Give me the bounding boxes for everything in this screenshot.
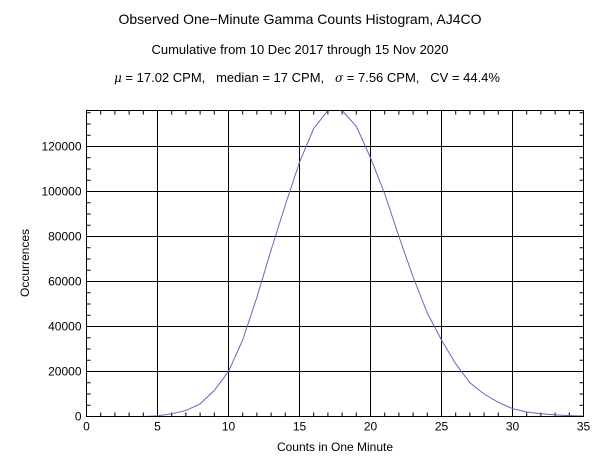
plot-frame	[86, 110, 584, 417]
x-tick-label: 0	[83, 420, 90, 434]
mu-symbol: μ	[114, 71, 122, 85]
y-axis-label: Occurrences	[18, 229, 32, 297]
x-tick-label: 25	[435, 420, 449, 434]
y-tick-label: 20000	[48, 365, 82, 379]
chart-subtitle: Cumulative from 10 Dec 2017 through 15 N…	[151, 42, 449, 57]
series-line	[143, 110, 583, 416]
y-tick-label: 0	[75, 410, 82, 424]
y-tick-label: 100000	[41, 185, 81, 199]
data-points	[143, 110, 583, 416]
sigma-cv-text: = 7.56 CPM, CV = 44.4%	[343, 70, 500, 85]
x-tick-label: 30	[506, 420, 520, 434]
x-tick-label: 5	[154, 420, 161, 434]
x-axis-label: Counts in One Minute	[277, 440, 393, 454]
mu-median-text: = 17.02 CPM, median = 17 CPM,	[121, 70, 335, 85]
grid	[86, 110, 584, 417]
ticks	[86, 110, 584, 417]
x-tick-label: 10	[222, 420, 236, 434]
y-tick-label: 120000	[41, 140, 81, 154]
sigma-symbol: σ	[334, 71, 344, 85]
x-tick-label: 15	[293, 420, 307, 434]
chart-title: Observed One−Minute Gamma Counts Histogr…	[118, 11, 482, 27]
chart-stats: μ = 17.02 CPM, median = 17 CPM, σ = 7.56…	[7, 70, 600, 85]
tick-labels: 0 5 10 15 20 25 30 35 0 20000 40000 60000 80000 10000…	[41, 140, 590, 434]
y-tick-label: 80000	[48, 230, 82, 244]
x-tick-label: 35	[577, 420, 591, 434]
x-tick-label: 20	[364, 420, 378, 434]
y-tick-label: 40000	[48, 320, 82, 334]
y-tick-label: 60000	[48, 275, 82, 289]
